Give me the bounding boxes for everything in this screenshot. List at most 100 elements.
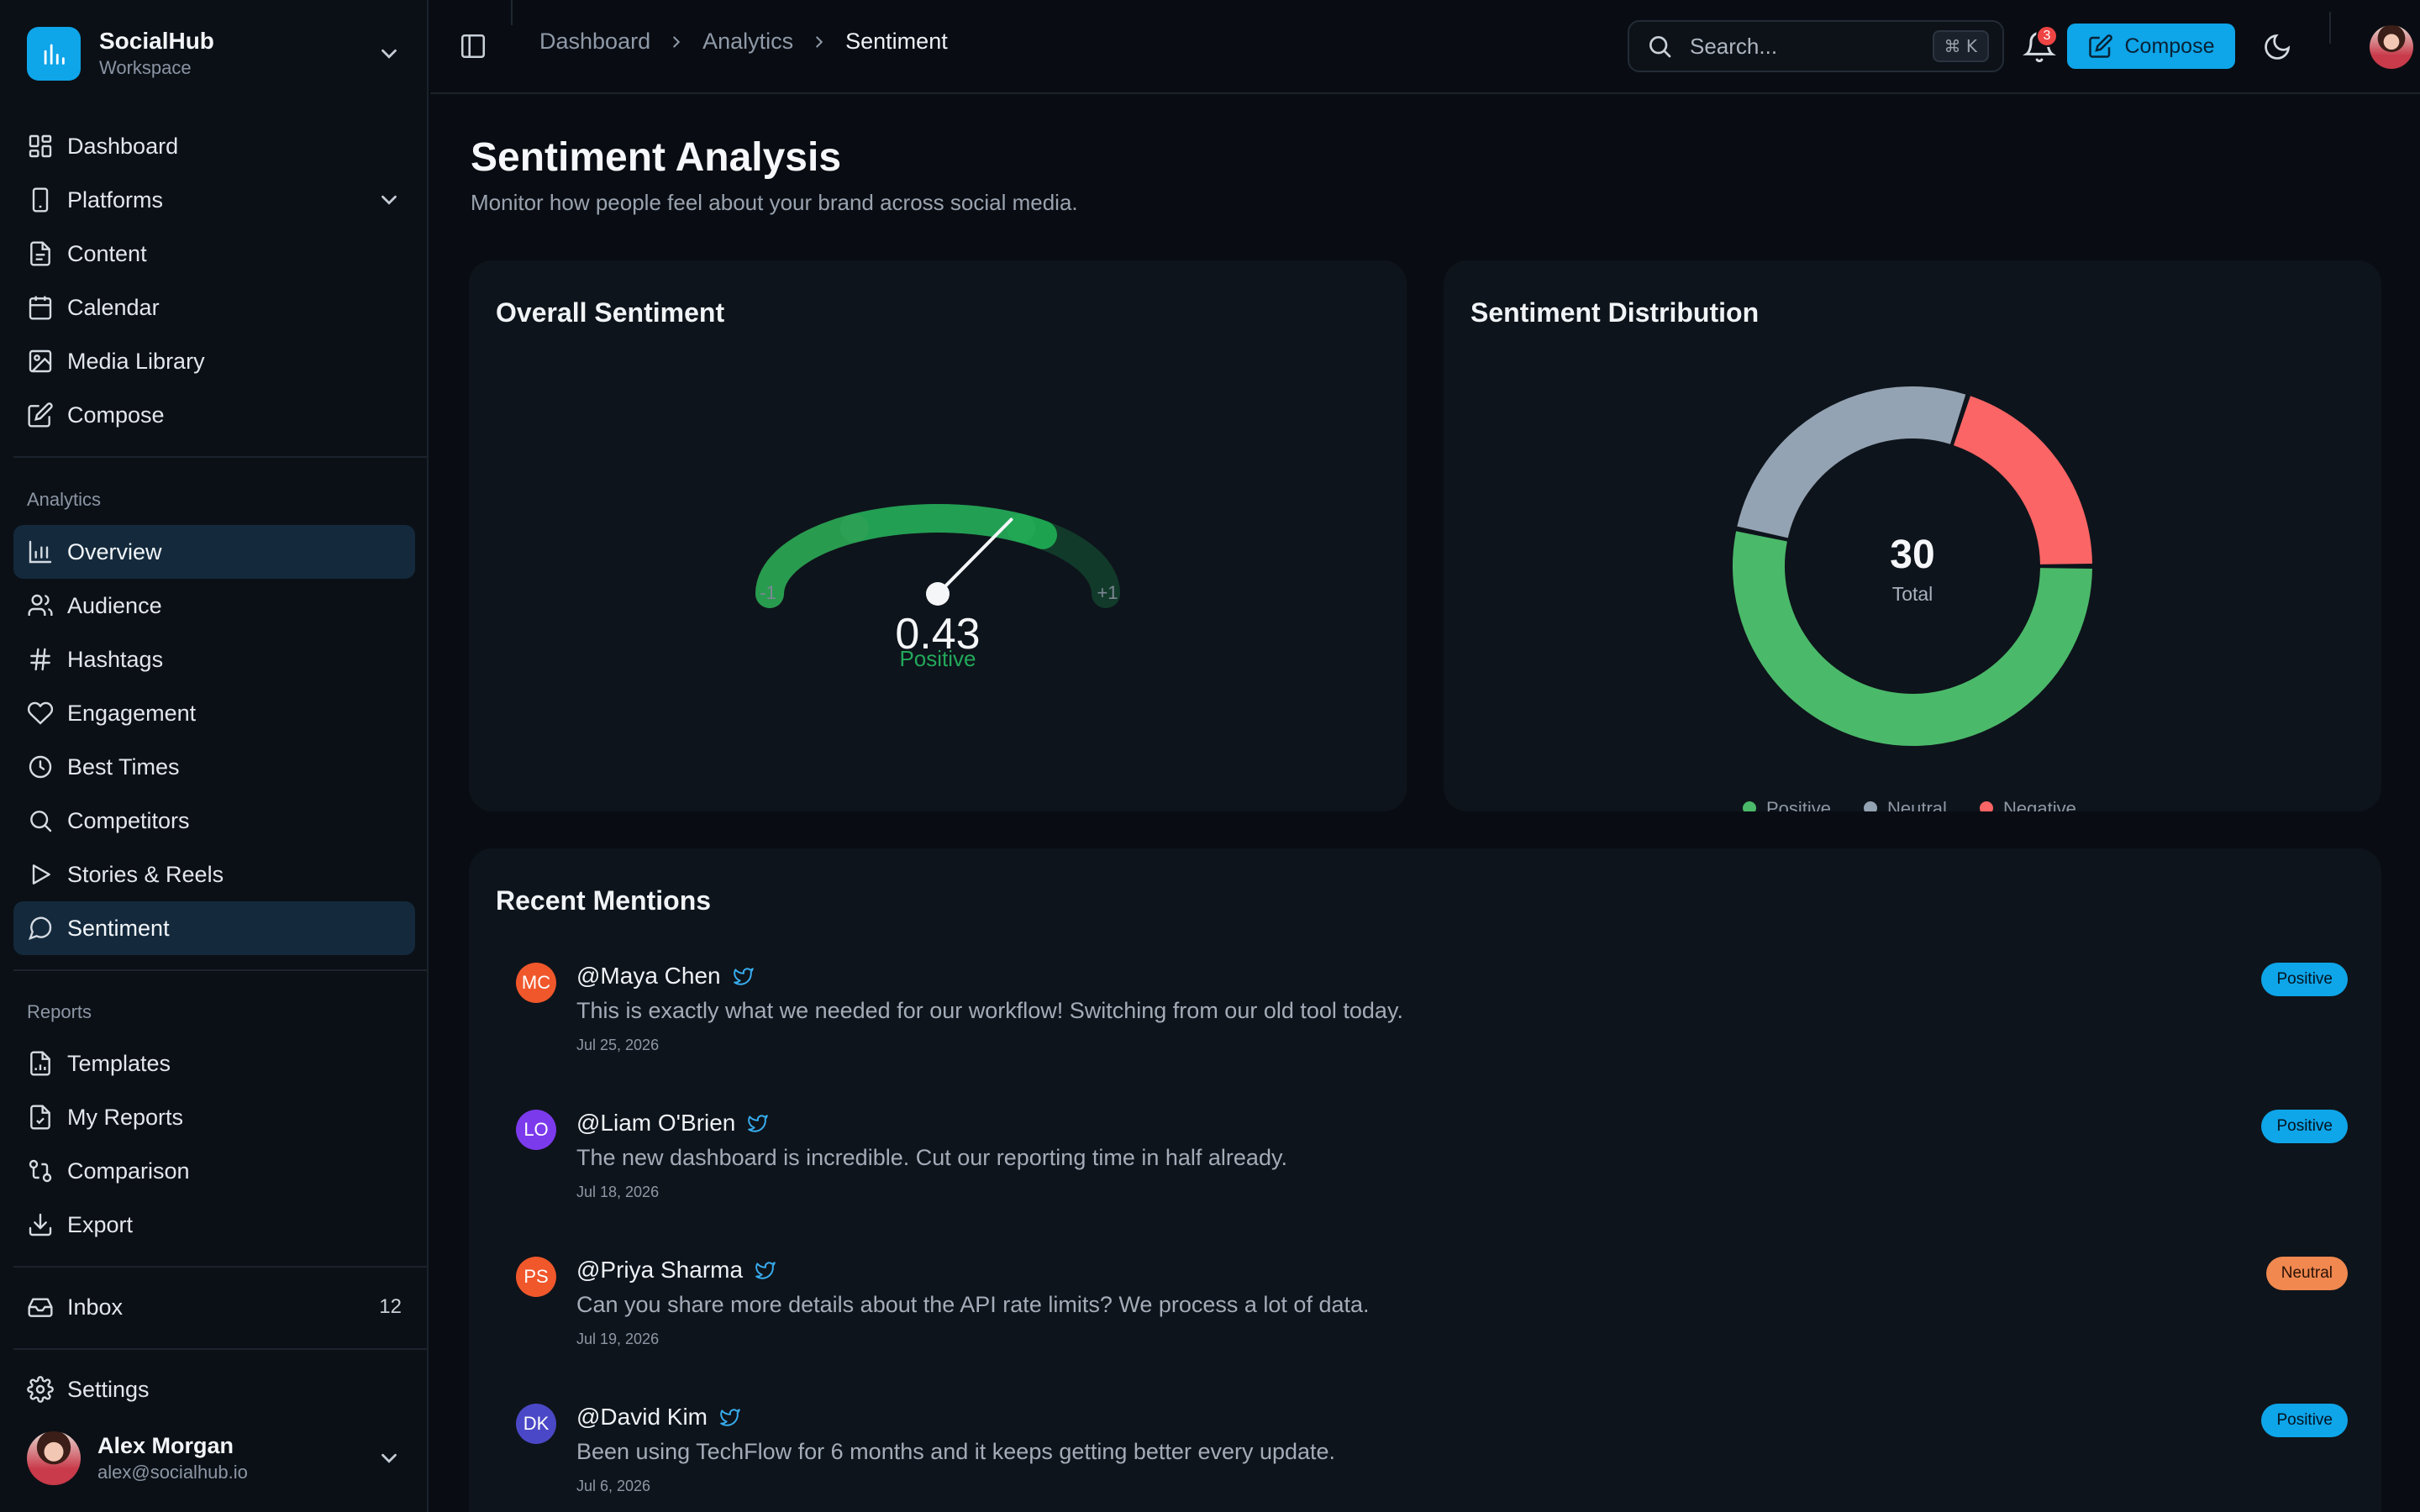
twitter-icon: [755, 1262, 776, 1279]
mention-text: The new dashboard is incredible. Cut our…: [576, 1145, 1287, 1170]
recent-mentions-card: Recent Mentions MC @Maya Chen This is ex…: [469, 848, 2381, 1512]
user-menu[interactable]: Alex Morgan alex@socialhub.io: [27, 1428, 402, 1488]
donut-slice-positive: [1733, 531, 2092, 746]
workspace-name: SocialHub: [99, 28, 214, 54]
sidebar-item-audience[interactable]: Audience: [13, 579, 415, 633]
sidebar-item-label: Sentiment: [67, 915, 170, 941]
overall-sentiment-card: Overall Sentiment -1 +1 0.43 Positive: [469, 260, 1407, 811]
donut-legend: Positive Neutral Negative: [1743, 798, 2076, 811]
top-header: Dashboard Analytics Sentiment ⌘ K 3 Comp…: [430, 0, 2420, 94]
mention-author-name: @Priya Sharma: [576, 1257, 744, 1283]
sidebar-item-stories-reels[interactable]: Stories & Reels: [13, 848, 415, 901]
inbox-count: 12: [379, 1295, 402, 1318]
sidebar-item-label: Overview: [67, 538, 162, 564]
heart-icon: [27, 700, 54, 727]
file-chart-icon: [27, 1050, 54, 1077]
user-email: alex@socialhub.io: [97, 1462, 248, 1483]
sidebar-item-platforms[interactable]: Platforms: [13, 173, 415, 227]
sidebar-item-export[interactable]: Export: [13, 1198, 415, 1252]
mention-text: Can you share more details about the API…: [576, 1292, 1370, 1317]
donut-slice-neutral: [1737, 386, 1966, 538]
sidebar-item-label: Settings: [67, 1376, 150, 1402]
workspace-subtitle: Workspace: [99, 57, 192, 78]
sidebar-item-label: Comparison: [67, 1158, 190, 1184]
sidebar-item-label: Dashboard: [67, 133, 179, 159]
mention-item[interactable]: MC @Maya Chen This is exactly what we ne…: [516, 963, 2348, 1089]
donut-slice-negative: [1953, 396, 2092, 565]
recent-mentions-title: Recent Mentions: [496, 885, 712, 916]
divider: [13, 456, 429, 458]
sidebar-item-sentiment[interactable]: Sentiment: [13, 901, 415, 955]
sidebar-item-competitors[interactable]: Competitors: [13, 794, 415, 848]
search-shortcut: ⌘ K: [1932, 30, 1989, 62]
workspace-switcher[interactable]: SocialHub Workspace: [27, 25, 402, 82]
breadcrumb-dashboard[interactable]: Dashboard: [539, 29, 651, 54]
clock-icon: [27, 753, 54, 780]
chevron-down-icon: [381, 1453, 397, 1463]
mention-author-name: @Maya Chen: [576, 963, 721, 989]
sidebar-item-best-times[interactable]: Best Times: [13, 740, 415, 794]
sidebar-item-label: Inbox: [67, 1294, 124, 1320]
sentiment-gauge: -1 +1 0.43 Positive: [755, 503, 1120, 671]
sidebar-item-hashtags[interactable]: Hashtags: [13, 633, 415, 686]
breadcrumb-analytics[interactable]: Analytics: [702, 29, 794, 54]
sidebar-item-label: Best Times: [67, 753, 180, 780]
legend-neutral: Neutral: [1887, 798, 1947, 811]
search-box[interactable]: ⌘ K: [1628, 20, 2004, 72]
legend-swatch-positive: [1743, 801, 1756, 811]
twitter-icon: [748, 1115, 769, 1132]
gauge-needle: [936, 517, 1013, 596]
notification-count: 3: [2036, 25, 2058, 47]
mention-date: Jul 25, 2026: [576, 1037, 660, 1053]
compose-button[interactable]: Compose: [2067, 24, 2235, 69]
calendar-icon: [27, 294, 54, 321]
sidebar-item-settings[interactable]: Settings: [13, 1362, 415, 1416]
mention-avatar: PS: [516, 1257, 556, 1297]
compose-button-label: Compose: [2124, 34, 2215, 58]
sidebar-item-media-library[interactable]: Media Library: [13, 334, 415, 388]
divider: [13, 1348, 429, 1350]
play-icon: [27, 861, 54, 888]
sidebar-toggle-icon[interactable]: [459, 32, 487, 60]
gear-icon: [27, 1376, 54, 1403]
twitter-icon: [720, 1409, 740, 1426]
mention-date: Jul 6, 2026: [576, 1478, 651, 1494]
hash-icon: [27, 646, 54, 673]
sidebar-item-inbox[interactable]: Inbox 12: [13, 1280, 415, 1334]
breadcrumb-current: Sentiment: [845, 29, 948, 54]
sidebar-item-my-reports[interactable]: My Reports: [13, 1090, 415, 1144]
mention-date: Jul 19, 2026: [576, 1331, 660, 1347]
mention-avatar: MC: [516, 963, 556, 1003]
dashboard-icon: [27, 133, 54, 160]
inbox-icon: [27, 1294, 54, 1320]
chevron-right-icon: [816, 35, 823, 48]
sidebar-item-dashboard[interactable]: Dashboard: [13, 119, 415, 173]
sidebar-item-overview[interactable]: Overview: [13, 525, 415, 579]
gauge-min-label: -1: [760, 582, 776, 603]
sidebar-item-calendar[interactable]: Calendar: [13, 281, 415, 334]
users-icon: [27, 592, 54, 619]
message-circle-icon: [27, 915, 54, 942]
sidebar-item-engagement[interactable]: Engagement: [13, 686, 415, 740]
mention-item[interactable]: LO @Liam O'Brien The new dashboard is in…: [516, 1110, 2348, 1236]
sidebar-item-comparison[interactable]: Comparison: [13, 1144, 415, 1198]
legend-swatch-neutral: [1864, 801, 1877, 811]
sidebar-item-label: Templates: [67, 1050, 171, 1076]
smartphone-icon: [27, 186, 54, 213]
sidebar-item-content[interactable]: Content: [13, 227, 415, 281]
search-input[interactable]: [1690, 33, 1917, 60]
mention-avatar: DK: [516, 1404, 556, 1444]
sentiment-badge: Positive: [2261, 1110, 2348, 1143]
sentiment-donut-chart: 30 Total Positive Neutral Negative: [1733, 386, 2092, 811]
sidebar-item-label: Compose: [67, 402, 165, 428]
section-label-reports: Reports: [27, 1001, 92, 1022]
moon-icon[interactable]: [2262, 32, 2292, 62]
sidebar-item-compose[interactable]: Compose: [13, 388, 415, 442]
sidebar-item-templates[interactable]: Templates: [13, 1037, 415, 1090]
mention-item[interactable]: DK @David Kim Been using TechFlow for 6 …: [516, 1404, 2348, 1512]
legend-swatch-negative: [1980, 801, 1993, 811]
header-avatar[interactable]: [2370, 25, 2413, 69]
gauge-score: 0.43: [895, 610, 980, 659]
mention-item[interactable]: PS @Priya Sharma Can you share more deta…: [516, 1257, 2348, 1383]
git-compare-icon: [27, 1158, 54, 1184]
